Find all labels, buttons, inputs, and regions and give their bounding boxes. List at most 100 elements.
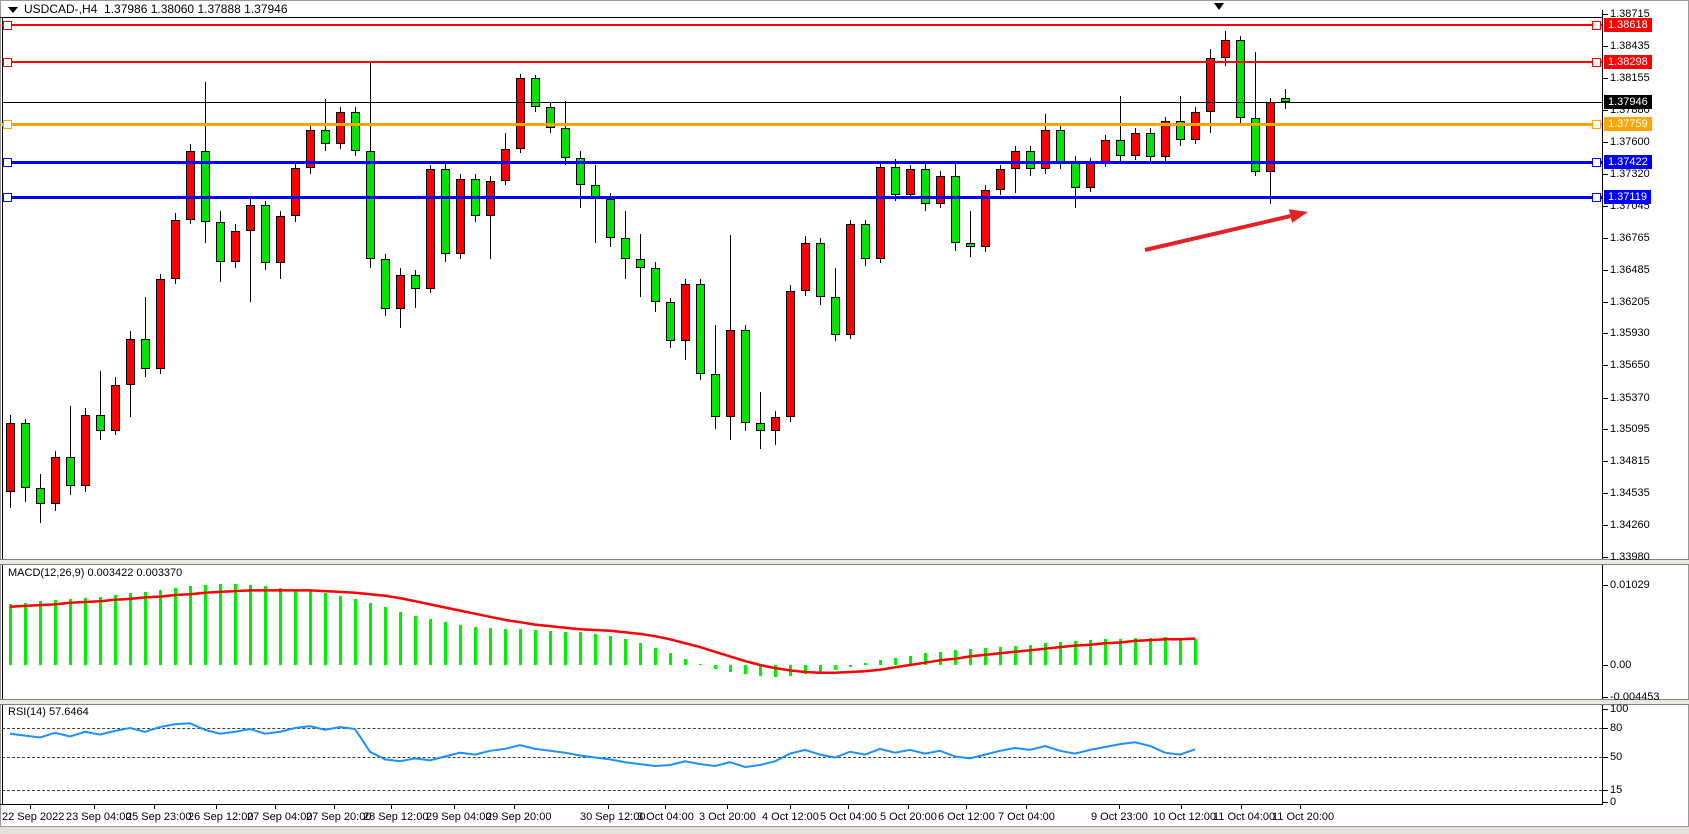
level-line-pivot-orange[interactable] bbox=[2, 123, 1602, 126]
price-tick bbox=[1603, 237, 1608, 239]
candle bbox=[1251, 117, 1260, 172]
time-tick bbox=[966, 805, 967, 809]
macd-histogram-bar bbox=[39, 601, 42, 665]
rsi-axis-label: 50 bbox=[1610, 750, 1623, 763]
macd-histogram-bar bbox=[939, 651, 942, 665]
time-label: 11 Oct 20:00 bbox=[1272, 811, 1335, 823]
macd-histogram-bar bbox=[429, 619, 432, 665]
macd-histogram-bar bbox=[84, 598, 87, 665]
candle bbox=[1116, 139, 1125, 156]
line-handle-right[interactable] bbox=[1592, 193, 1601, 202]
candle-wick bbox=[145, 296, 146, 377]
time-tick bbox=[1241, 805, 1242, 809]
candle bbox=[216, 222, 225, 263]
macd-histogram-bar bbox=[294, 589, 297, 665]
line-handle-right[interactable] bbox=[1592, 21, 1601, 30]
line-handle-left[interactable] bbox=[3, 58, 12, 67]
candle bbox=[126, 339, 135, 385]
price-tick-label: 1.35930 bbox=[1610, 327, 1650, 340]
macd-histogram-bar bbox=[669, 653, 672, 665]
macd-histogram-bar bbox=[894, 658, 897, 665]
time-tick bbox=[391, 805, 392, 809]
candle bbox=[441, 169, 450, 255]
time-label: 5 Oct 20:00 bbox=[880, 811, 937, 823]
line-handle-right[interactable] bbox=[1592, 58, 1601, 67]
macd-histogram-bar bbox=[1059, 642, 1062, 665]
candle bbox=[666, 302, 675, 342]
macd-histogram-bar bbox=[879, 660, 882, 665]
macd-histogram-bar bbox=[519, 629, 522, 665]
candle bbox=[6, 422, 15, 492]
rsi-axis-tick bbox=[1603, 709, 1608, 710]
price-axis-line bbox=[1602, 10, 1603, 804]
chart-shift-marker-icon[interactable] bbox=[1214, 3, 1224, 10]
macd-histogram-bar bbox=[459, 624, 462, 665]
rsi-level-dashed-line bbox=[2, 756, 1602, 758]
time-label: 7 Oct 04:00 bbox=[998, 811, 1055, 823]
macd-histogram-bar bbox=[444, 622, 447, 665]
candle bbox=[771, 417, 780, 431]
candle bbox=[576, 157, 585, 186]
level-line-support-2[interactable] bbox=[2, 196, 1602, 199]
macd-histogram-bar bbox=[1089, 640, 1092, 665]
candle-wick bbox=[100, 371, 101, 441]
time-tick bbox=[94, 805, 95, 809]
price-tick bbox=[1603, 429, 1608, 431]
macd-histogram-bar bbox=[609, 636, 612, 665]
candle bbox=[621, 238, 630, 259]
macd-axis-label: -0.004453 bbox=[1610, 691, 1660, 703]
level-line-resistance-2[interactable] bbox=[2, 61, 1602, 63]
price-tick bbox=[1603, 205, 1608, 207]
price-tick bbox=[1603, 269, 1608, 271]
candle bbox=[891, 167, 900, 195]
price-tick bbox=[1603, 397, 1608, 399]
price-tick bbox=[1603, 173, 1608, 175]
candle bbox=[396, 274, 405, 310]
macd-histogram-bar bbox=[279, 588, 282, 665]
line-handle-left[interactable] bbox=[3, 21, 12, 30]
time-label: 9 Oct 23:00 bbox=[1091, 811, 1148, 823]
macd-histogram-bar bbox=[249, 584, 252, 665]
macd-histogram-bar bbox=[384, 607, 387, 665]
level-line-support-1[interactable] bbox=[2, 161, 1602, 164]
time-label: 3 Oct 04:00 bbox=[637, 811, 694, 823]
macd-histogram-bar bbox=[504, 629, 507, 665]
macd-histogram-bar bbox=[354, 598, 357, 665]
time-label: 29 Sep 04:00 bbox=[426, 811, 492, 823]
line-handle-right[interactable] bbox=[1592, 120, 1601, 129]
time-tick bbox=[908, 805, 909, 809]
macd-histogram-bar bbox=[204, 584, 207, 665]
macd-histogram-bar bbox=[954, 650, 957, 665]
candle bbox=[951, 176, 960, 243]
chart-dropdown-icon[interactable] bbox=[8, 6, 18, 13]
time-tick bbox=[665, 805, 666, 809]
macd-histogram-bar bbox=[1149, 637, 1152, 665]
candle bbox=[1221, 39, 1230, 59]
candle bbox=[561, 128, 570, 158]
time-label: 27 Sep 04:00 bbox=[247, 811, 313, 823]
pane-separator-2[interactable] bbox=[0, 699, 1689, 705]
level-line-current-price[interactable] bbox=[2, 102, 1602, 103]
candle bbox=[231, 231, 240, 263]
macd-histogram-bar bbox=[129, 593, 132, 665]
macd-histogram-bar bbox=[1074, 640, 1077, 665]
macd-histogram-bar bbox=[759, 665, 762, 676]
macd-histogram-bar bbox=[54, 600, 57, 665]
macd-histogram-bar bbox=[159, 590, 162, 665]
price-tick-label: 1.38435 bbox=[1610, 40, 1650, 53]
macd-histogram-bar bbox=[1014, 645, 1017, 665]
level-line-resistance-1[interactable] bbox=[2, 24, 1602, 26]
line-handle-left[interactable] bbox=[3, 120, 12, 129]
rsi-level-dashed-line bbox=[2, 789, 1602, 791]
macd-histogram-bar bbox=[9, 604, 12, 665]
macd-label: MACD(12,26,9) 0.003422 0.003370 bbox=[8, 567, 183, 579]
candle bbox=[921, 169, 930, 204]
pane-separator-1[interactable] bbox=[0, 559, 1689, 565]
line-handle-left[interactable] bbox=[3, 158, 12, 167]
rsi-axis-label: 0 bbox=[1610, 796, 1617, 808]
macd-histogram-bar bbox=[114, 595, 117, 665]
time-tick bbox=[275, 805, 276, 809]
price-tick bbox=[1603, 493, 1608, 495]
line-handle-left[interactable] bbox=[3, 193, 12, 202]
line-handle-right[interactable] bbox=[1592, 158, 1601, 167]
